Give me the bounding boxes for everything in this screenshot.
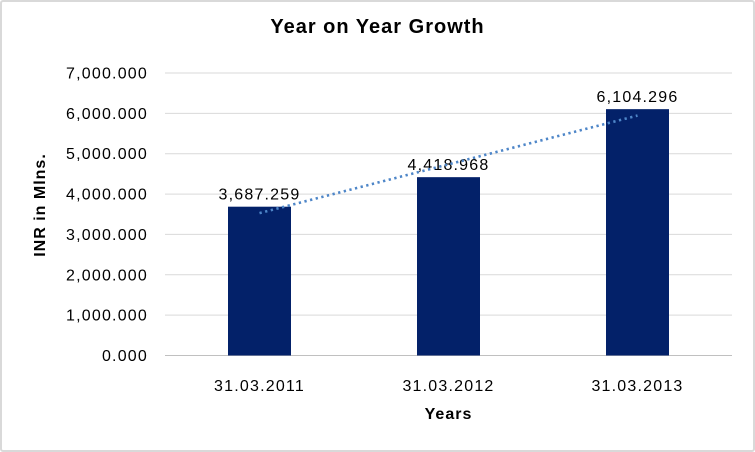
x-tick-label: 31.03.2013 — [591, 378, 683, 395]
y-tick-label: 3,000.000 — [66, 227, 148, 244]
x-tick-label: 31.03.2011 — [214, 378, 305, 395]
bar-31.03.2012 — [417, 177, 480, 356]
y-tick-label: 1,000.000 — [66, 308, 148, 325]
y-tick-label: 4,000.000 — [66, 187, 148, 204]
y-tick-label: 7,000.000 — [66, 66, 148, 83]
bar-31.03.2013 — [606, 109, 669, 356]
bar-data-label: 6,104.296 — [597, 89, 679, 106]
bar-data-label: 3,687.259 — [219, 187, 301, 204]
y-tick-label: 5,000.000 — [66, 146, 148, 163]
x-tick-label: 31.03.2012 — [402, 378, 494, 395]
x-axis-title: Years — [424, 406, 473, 423]
y-tick-label: 0.000 — [102, 348, 148, 365]
y-tick-label: 6,000.000 — [66, 106, 148, 123]
chart-title: Year on Year Growth — [270, 16, 485, 38]
bar-data-label: 4,418.968 — [408, 157, 490, 174]
y-tick-label: 2,000.000 — [66, 267, 148, 284]
trendline-dotted — [259, 114, 638, 215]
bar-31.03.2011 — [228, 206, 291, 356]
